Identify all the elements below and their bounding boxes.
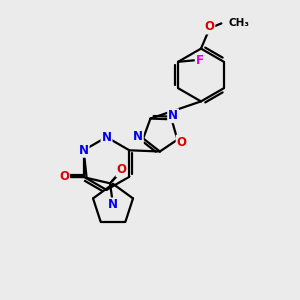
Text: N: N [101,130,112,144]
Text: O: O [59,170,69,183]
Text: O: O [204,20,214,34]
Text: O: O [116,163,126,176]
Text: CH₃: CH₃ [228,18,249,28]
Text: F: F [196,54,204,67]
Text: N: N [133,130,143,143]
Text: N: N [79,144,88,157]
Text: O: O [177,136,187,148]
Text: N: N [108,198,118,212]
Text: N: N [168,109,178,122]
